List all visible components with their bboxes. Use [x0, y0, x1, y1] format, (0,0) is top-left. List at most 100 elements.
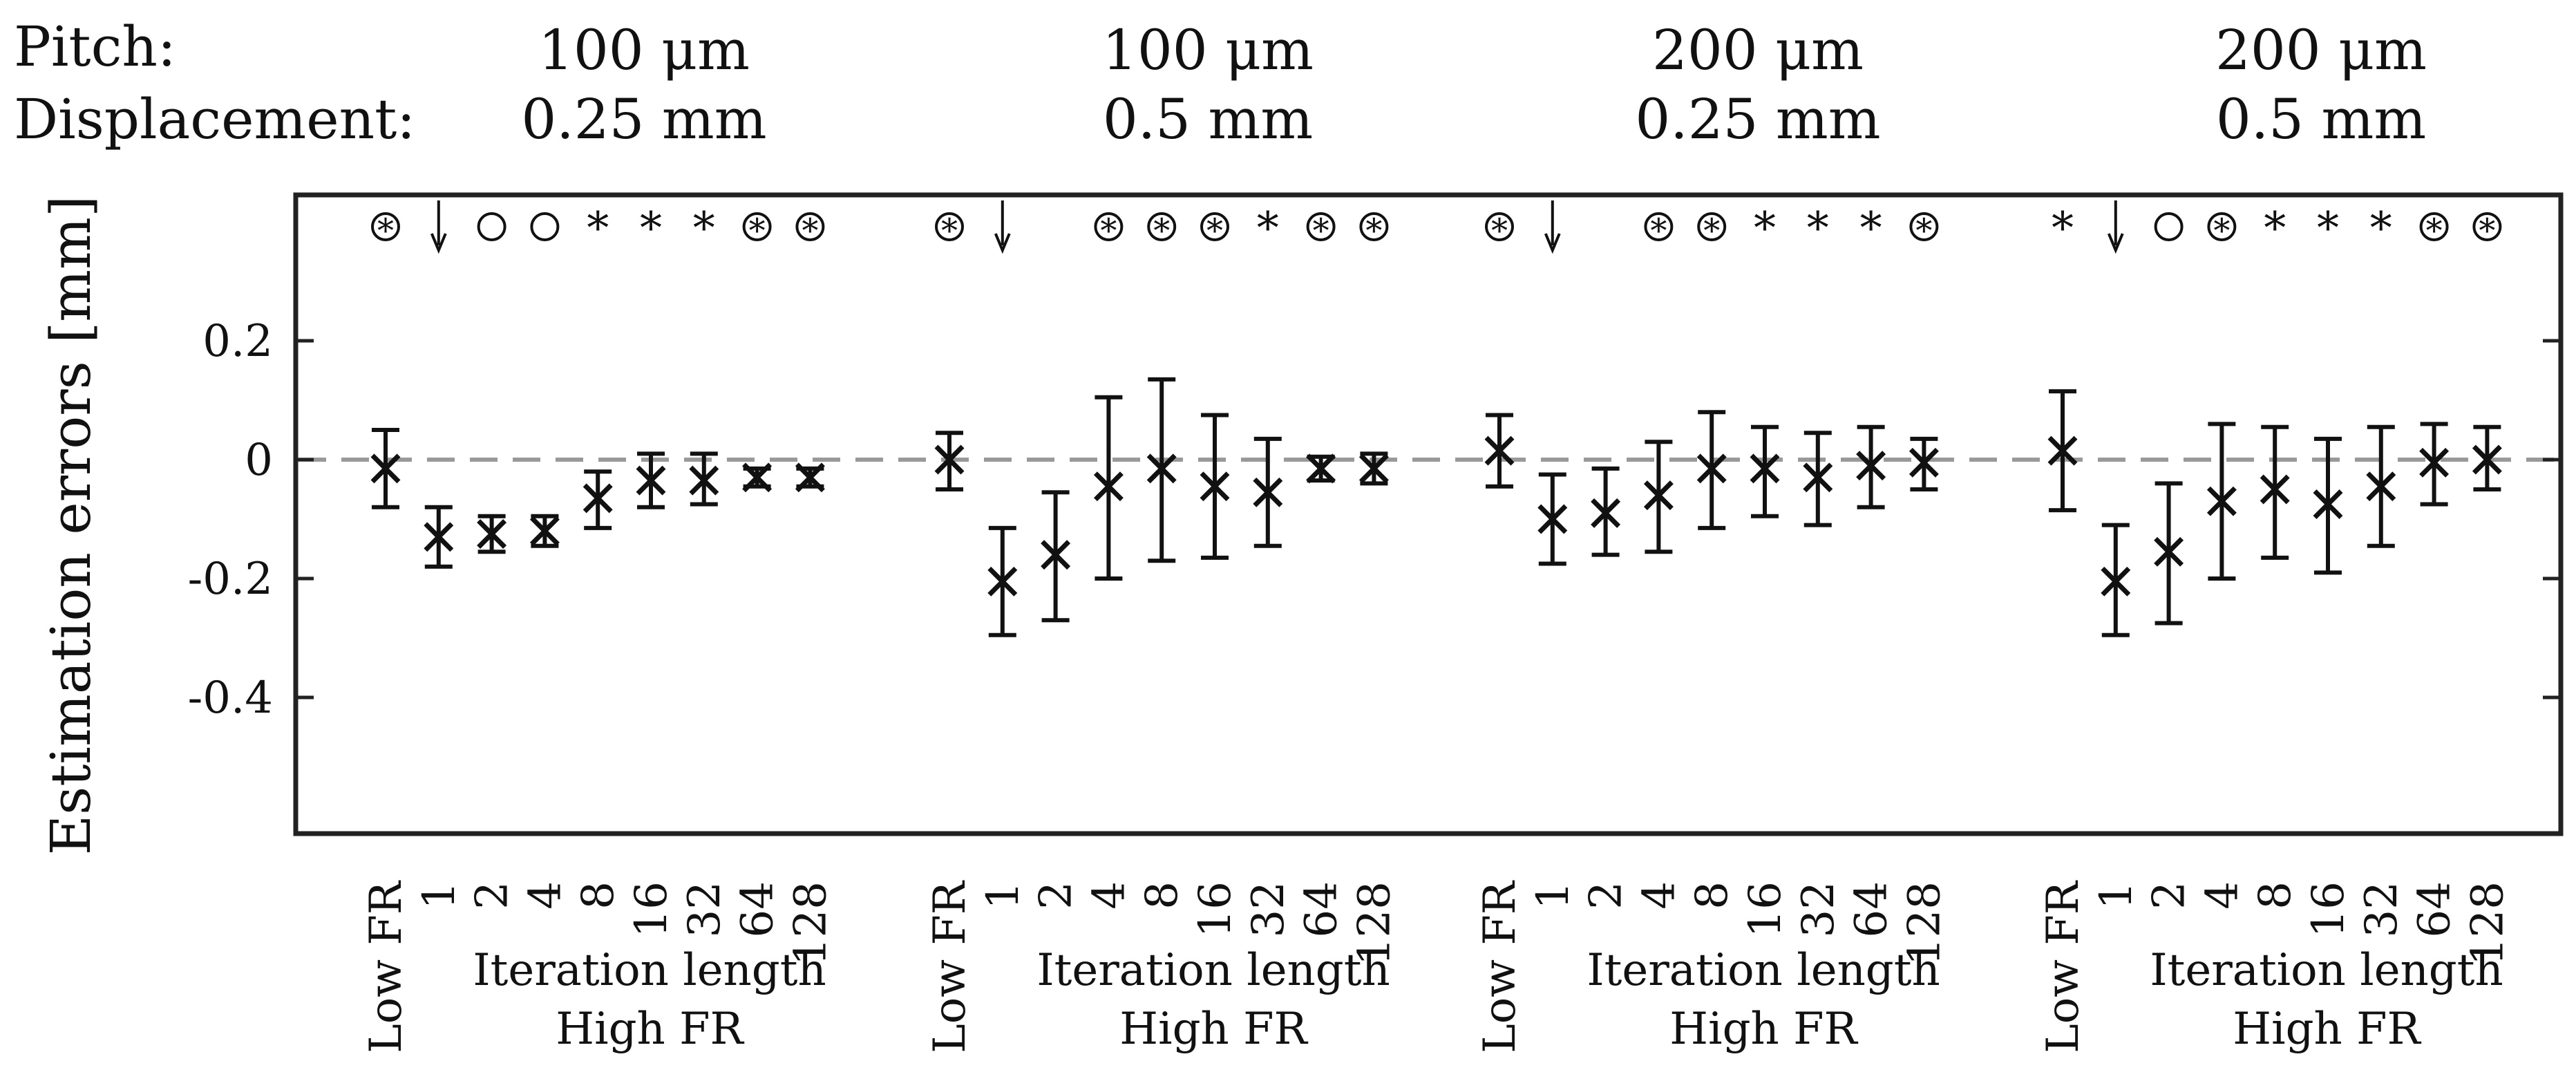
- mean-point: [934, 444, 965, 475]
- mean-point: [1484, 435, 1515, 466]
- x-tick-label: 1: [414, 881, 465, 910]
- mean-point-stroke: [742, 462, 773, 493]
- mean-point: [1306, 453, 1336, 484]
- circled-asterisk-marker-star: *: [1313, 212, 1329, 250]
- mean-point-stroke: [529, 516, 560, 546]
- mean-point: [424, 522, 454, 552]
- mean-point-stroke: [1696, 453, 1727, 484]
- circled-asterisk-marker-ring: [1644, 212, 1674, 241]
- mean-point: [2101, 566, 2131, 597]
- mean-point-stroke: [1306, 453, 1336, 484]
- mean-point-stroke: [1200, 471, 1230, 502]
- x-tick-label: 16: [626, 881, 677, 937]
- axis-label-high-fr: High FR: [556, 1004, 744, 1055]
- mean-point-stroke: [2260, 474, 2290, 505]
- mean-point-stroke: [370, 453, 401, 484]
- mean-point-stroke: [1093, 471, 1124, 502]
- x-tick-label: 1: [2091, 881, 2142, 910]
- arrow-marker-head: [994, 233, 1011, 254]
- x-tick-label: 128: [785, 881, 836, 966]
- asterisk-marker: *: [1807, 203, 1829, 254]
- mean-point: [583, 483, 613, 514]
- circled-asterisk-marker-star: *: [1491, 212, 1508, 250]
- x-tick-label: 128: [1349, 881, 1400, 966]
- asterisk-marker: *: [587, 203, 609, 254]
- mean-point-stroke: [2101, 566, 2131, 597]
- mean-point-stroke: [1484, 435, 1515, 466]
- circled-asterisk-marker-star: *: [1365, 212, 1382, 250]
- x-tick-label: 2: [1581, 881, 1632, 910]
- mean-point-stroke: [689, 465, 719, 496]
- circled-asterisk-marker-ring: [742, 212, 772, 241]
- asterisk-marker: *: [2264, 203, 2286, 254]
- x-tick-label: 32: [1793, 881, 1844, 937]
- mean-point-stroke: [1803, 462, 1833, 493]
- circled-asterisk-marker-star: *: [1703, 212, 1720, 250]
- mean-point: [1358, 453, 1389, 484]
- mean-point: [1909, 447, 1939, 478]
- mean-point: [1146, 453, 1177, 484]
- asterisk-marker: *: [693, 203, 715, 254]
- mean-point-stroke: [2154, 536, 2184, 567]
- mean-point-stroke: [1358, 453, 1389, 484]
- x-tick-label: 32: [2356, 881, 2407, 937]
- mean-point-stroke: [477, 519, 507, 549]
- x-tick-label: Low FR: [925, 880, 976, 1053]
- mean-point: [2419, 447, 2450, 478]
- arrow-marker-head: [430, 233, 447, 254]
- x-tick-label: 8: [573, 881, 624, 910]
- mean-point-stroke: [1041, 540, 1071, 570]
- mean-point: [2472, 444, 2502, 475]
- mean-point-stroke: [2419, 447, 2450, 478]
- axis-label-high-fr: High FR: [1119, 1004, 1308, 1055]
- mean-point-stroke: [2313, 489, 2343, 519]
- x-tick-label: 64: [2409, 881, 2461, 937]
- circled-asterisk-marker-ring: [1909, 212, 1939, 241]
- mean-point: [636, 465, 666, 496]
- mean-point-stroke: [2206, 486, 2237, 516]
- x-tick-label: 16: [2303, 881, 2354, 937]
- circled-asterisk-marker-ring: [1094, 212, 1124, 241]
- mean-point-stroke: [1750, 453, 1780, 484]
- displacement-label: Displacement:: [14, 87, 415, 151]
- x-tick-label: 8: [1687, 881, 1738, 910]
- mean-point: [1856, 451, 1886, 481]
- x-tick-label: 4: [2197, 881, 2248, 910]
- circle-marker: [2154, 212, 2184, 241]
- x-tick-label: 64: [732, 881, 784, 937]
- x-tick-label: 16: [1190, 881, 1241, 937]
- x-tick-label: 2: [2144, 881, 2195, 910]
- mean-point: [1696, 453, 1727, 484]
- circle-marker: [477, 212, 506, 241]
- mean-point: [2366, 471, 2396, 502]
- mean-point: [742, 462, 773, 493]
- circled-asterisk-marker-star: *: [1153, 212, 1170, 250]
- x-tick-label: Low FR: [2038, 880, 2089, 1053]
- mean-point-stroke: [2472, 444, 2502, 475]
- circled-asterisk-marker-ring: [935, 212, 964, 241]
- axis-label-high-fr: High FR: [1669, 1004, 1858, 1055]
- mean-point-stroke: [2366, 471, 2396, 502]
- mean-point: [1200, 471, 1230, 502]
- x-tick-label: 16: [1740, 881, 1791, 937]
- mean-point-stroke: [1537, 504, 1568, 534]
- mean-point: [1750, 453, 1780, 484]
- mean-point: [370, 453, 401, 484]
- circled-asterisk-marker-ring: [795, 212, 825, 241]
- circled-asterisk-marker-star: *: [749, 212, 766, 250]
- x-tick-label: 1: [1528, 881, 1579, 910]
- asterisk-marker: *: [1860, 203, 1882, 254]
- mean-point: [1591, 498, 1621, 528]
- x-tick-label: 32: [1243, 881, 1294, 937]
- mean-point-stroke: [1253, 477, 1283, 507]
- circled-asterisk-marker-ring: [1200, 212, 1229, 241]
- x-tick-label: 128: [1899, 881, 1950, 966]
- y-tick-label: 0: [245, 435, 273, 486]
- x-tick-label: 2: [1031, 881, 1082, 910]
- group-displacement-label: 0.25 mm: [521, 87, 766, 151]
- axis-label-iteration-length: Iteration length: [2150, 945, 2503, 996]
- circled-asterisk-marker-ring: [371, 212, 400, 241]
- mean-point: [2154, 536, 2184, 567]
- x-tick-label: 4: [1083, 881, 1135, 910]
